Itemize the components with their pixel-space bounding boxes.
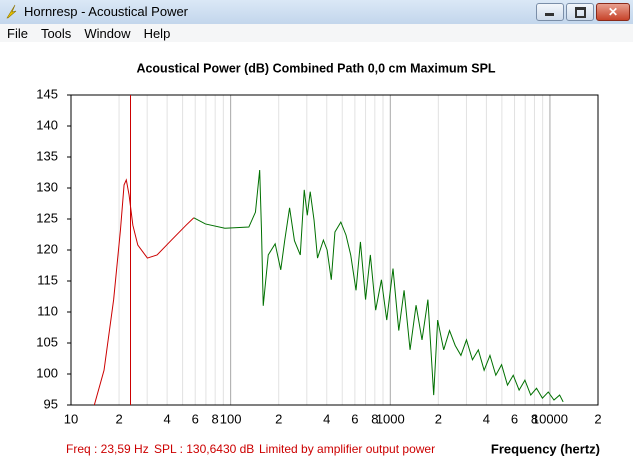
menu-bar: File Tools Window Help	[0, 24, 633, 42]
x-tick-label: 4	[323, 411, 330, 426]
y-tick-label: 105	[36, 334, 58, 349]
x-tick-label: 100	[220, 411, 242, 426]
x-tick-label: 10	[64, 411, 78, 426]
y-tick-label: 100	[36, 365, 58, 380]
x-tick-label: 2	[435, 411, 442, 426]
data-line	[193, 169, 564, 403]
x-tick-label: 6	[351, 411, 358, 426]
y-tick-label: 140	[36, 117, 58, 132]
chart-title: Acoustical Power (dB) Combined Path 0,0 …	[136, 61, 495, 75]
y-tick-label: 110	[37, 303, 58, 318]
x-tick-label: 2	[594, 411, 601, 426]
y-tick-label: 125	[36, 210, 58, 225]
y-tick-label: 120	[36, 241, 58, 256]
y-tick-label: 135	[36, 148, 58, 163]
app-icon	[6, 4, 17, 19]
status-text: Freq : 23,59 Hz	[66, 442, 149, 456]
y-tick-label: 115	[37, 272, 58, 287]
x-tick-label: 8	[531, 411, 538, 426]
status-text: SPL : 130,6430 dB	[154, 442, 254, 456]
x-tick-label: 1000	[376, 411, 405, 426]
x-tick-label: 4	[163, 411, 170, 426]
x-tick-label: 2	[115, 411, 122, 426]
x-tick-label: 6	[511, 411, 518, 426]
minimize-button[interactable]	[536, 3, 564, 21]
plot-frame	[70, 94, 599, 406]
x-tick-label: 8	[371, 411, 378, 426]
window-title: Hornresp - Acoustical Power	[24, 4, 189, 19]
x-tick-label: 8	[212, 411, 219, 426]
x-tick-label: 4	[483, 411, 490, 426]
menu-item[interactable]: Help	[143, 26, 171, 41]
status-text: Limited by amplifier output power	[259, 442, 435, 456]
y-tick-label: 145	[36, 86, 58, 101]
menu-item[interactable]: File	[7, 26, 28, 41]
x-tick-label: 10000	[532, 411, 568, 426]
menu-item[interactable]: Window	[84, 26, 131, 41]
x-axis-label: Frequency (hertz)	[491, 441, 600, 456]
maximize-button[interactable]	[566, 3, 594, 21]
title-bar: Hornresp - Acoustical Power ✕	[0, 0, 633, 25]
chart: Acoustical Power (dB) Combined Path 0,0 …	[36, 61, 601, 456]
x-tick-label: 2	[275, 411, 282, 426]
x-tick-label: 6	[192, 411, 199, 426]
y-tick-label: 130	[36, 179, 58, 194]
y-tick-label: 95	[44, 396, 58, 411]
close-button[interactable]: ✕	[596, 3, 630, 21]
menu-item[interactable]: Tools	[40, 26, 72, 41]
data-line	[93, 178, 195, 405]
